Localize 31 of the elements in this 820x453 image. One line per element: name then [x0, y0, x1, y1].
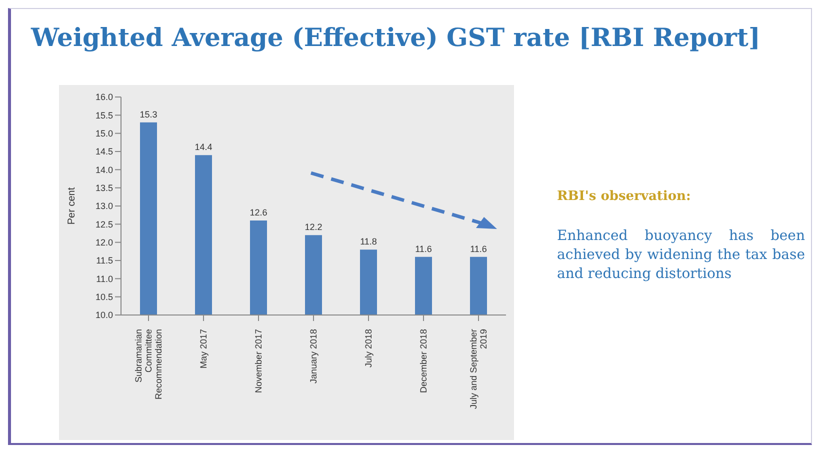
text: RBI's observation: — [557, 189, 691, 204]
data-label: 14.4 — [194, 142, 212, 152]
y-tick-label: 13.5 — [95, 183, 113, 194]
x-tick-label: January 2018 — [308, 329, 318, 384]
y-tick-label: 11.5 — [96, 256, 113, 266]
data-label: 11.6 — [415, 244, 432, 254]
y-tick-label: 15.5 — [95, 110, 113, 120]
x-tick-label: Subramanian Committee Recommendation — [134, 329, 164, 400]
x-tick-label: November 2017 — [254, 329, 264, 394]
data-label: 11.8 — [360, 236, 377, 247]
y-tick-label: 13.0 — [95, 201, 113, 212]
data-label: 11.6 — [470, 244, 487, 254]
y-tick-label: 16.0 — [95, 92, 113, 102]
y-axis-title: Per cent — [66, 187, 78, 225]
data-label: 12.6 — [250, 208, 268, 218]
x-tick-label: May 2017 — [198, 329, 208, 369]
y-tick-label: 14.0 — [95, 164, 113, 175]
y-tick-label: 10.5 — [95, 292, 113, 302]
y-tick-label: 11.0 — [96, 274, 113, 284]
data-label: 12.2 — [304, 222, 322, 232]
y-tick-label: 14.5 — [95, 146, 113, 157]
x-tick-label: July 2018 — [364, 329, 374, 368]
text: Enhanced buoyancy has been achieved by widening the tax base and reducing distortions — [557, 227, 805, 284]
y-tick-label: 12.5 — [95, 219, 113, 230]
y-tick-label: 10.0 — [95, 310, 113, 320]
chart-title: Weighted Average (Effective) GST rate [RBI Report] — [31, 23, 760, 52]
y-tick-label: 15.0 — [95, 128, 113, 139]
data-label: 15.3 — [140, 109, 158, 120]
y-tick-label: 12.0 — [95, 238, 113, 248]
x-tick-label: July and September 2019 — [468, 329, 488, 410]
x-tick-label: December 2018 — [418, 329, 428, 394]
